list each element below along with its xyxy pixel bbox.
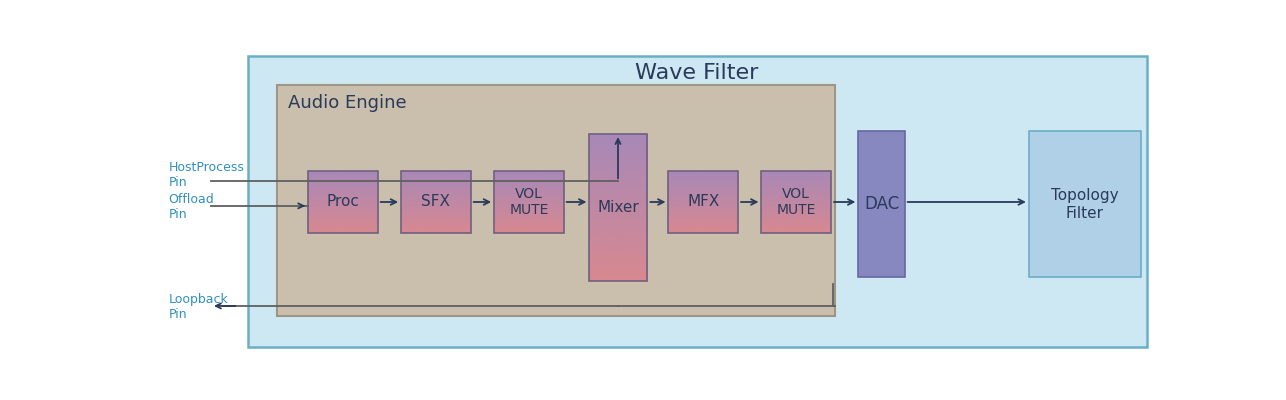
Text: Mixer: Mixer [598,200,639,215]
Bar [1029,131,1141,278]
Text: DAC: DAC [864,195,899,213]
Text: Loopback
Pin: Loopback Pin [168,293,228,321]
Bar [589,134,647,280]
Bar [309,171,378,233]
Text: Proc: Proc [327,194,359,210]
Text: MFX: MFX [687,194,719,210]
Text: Topology
Filter: Topology Filter [1051,188,1119,220]
Bar [276,85,835,316]
Text: HostProcess
Pin: HostProcess Pin [168,161,244,189]
Bar [761,171,831,233]
Bar [669,171,738,233]
Text: Offload
Pin: Offload Pin [168,193,215,221]
Text: SFX: SFX [422,194,450,210]
Bar [494,171,563,233]
Bar [858,131,905,278]
Text: Wave Filter: Wave Filter [635,63,759,83]
Bar [401,171,471,233]
Text: VOL
MUTE: VOL MUTE [509,187,549,217]
Text: Audio Engine: Audio Engine [288,94,406,112]
Text: VOL
MUTE: VOL MUTE [777,187,815,217]
